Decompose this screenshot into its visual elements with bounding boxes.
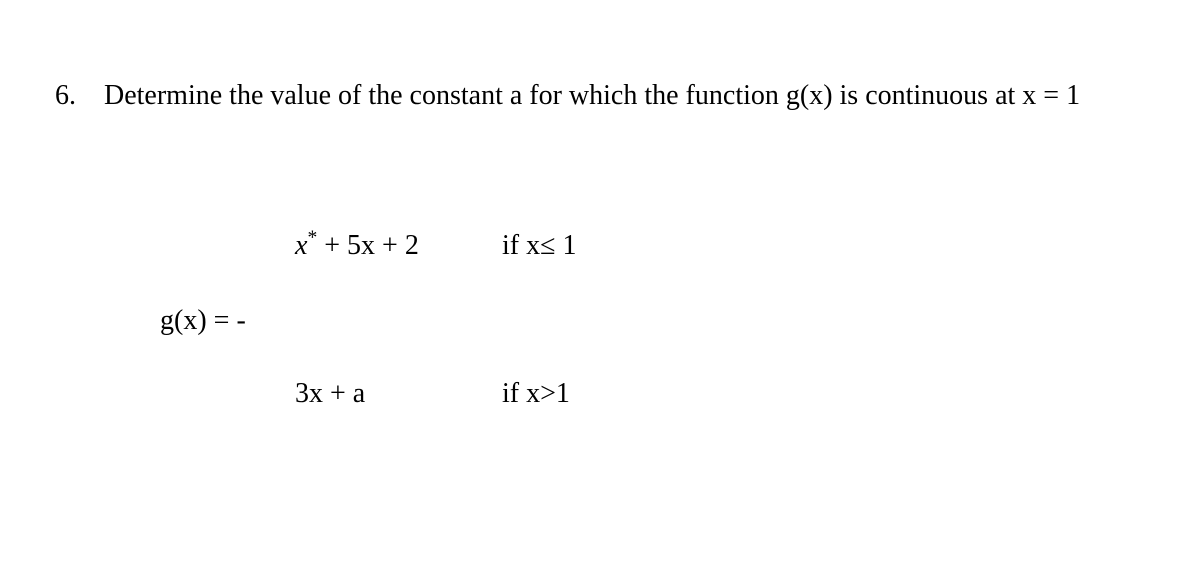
piece2-condition: if x>1: [502, 378, 662, 410]
question-line: 6. Determine the value of the constant a…: [55, 80, 1080, 112]
question-prompt: Determine the value of the constant a fo…: [104, 80, 1080, 111]
piecewise-row-2: 3x + a if x>1: [295, 378, 662, 410]
piecewise-lhs: g(x) = -: [160, 305, 246, 337]
piece2-expression: 3x + a: [295, 378, 495, 410]
page: 6. Determine the value of the constant a…: [0, 0, 1200, 583]
question-number: 6.: [55, 80, 76, 111]
piecewise-row-1: x* + 5x + 2 if x≤ 1: [295, 230, 662, 262]
piece1-condition: if x≤ 1: [502, 230, 662, 262]
piece1-expression: x* + 5x + 2: [295, 230, 495, 262]
